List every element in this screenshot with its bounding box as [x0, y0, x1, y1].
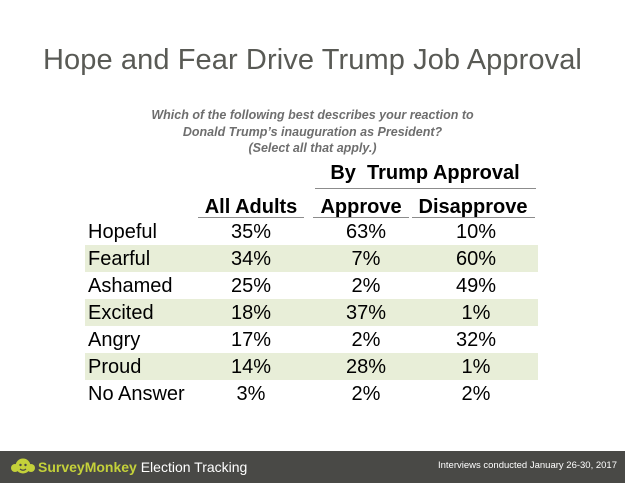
question-line-3: (Select all that apply.)	[248, 141, 377, 155]
surveymonkey-logo-icon	[9, 455, 37, 482]
group-header-rule	[315, 188, 536, 189]
cell-disapprove: 1%	[461, 302, 491, 324]
column-header-approve: Approve	[320, 196, 402, 218]
column-rule-all-adults	[198, 217, 304, 218]
cell-all-adults: 17%	[230, 329, 272, 351]
cell-approve: 2%	[351, 329, 381, 351]
table-row: Ashamed 25% 2% 49%	[85, 272, 538, 299]
row-label: Angry	[88, 329, 141, 351]
cell-approve: 28%	[345, 356, 387, 378]
cell-all-adults: 18%	[230, 302, 272, 324]
cell-disapprove: 2%	[461, 383, 491, 405]
cell-disapprove: 49%	[455, 275, 497, 297]
interview-dates-note: Interviews conducted January 26-30, 2017	[437, 460, 617, 471]
question-line-1: Which of the following best describes yo…	[151, 108, 474, 122]
column-rule-approve	[313, 217, 409, 218]
row-label: Proud	[88, 356, 142, 378]
brand-name: SurveyMonkey Election Tracking	[38, 459, 247, 475]
table-row: No Answer 3% 2% 2%	[85, 380, 538, 407]
table-row: Fearful 34% 7% 60%	[85, 245, 538, 272]
column-header-all-adults: All Adults	[204, 196, 298, 218]
cell-approve: 2%	[351, 383, 381, 405]
cell-approve: 2%	[351, 275, 381, 297]
cell-all-adults: 25%	[230, 275, 272, 297]
results-table: Hopeful 35% 63% 10% Fearful 34% 7% 60% A…	[85, 218, 538, 407]
page-title: Hope and Fear Drive Trump Job Approval	[43, 44, 582, 76]
question-line-2: Donald Trump’s inauguration as President…	[182, 124, 443, 139]
cell-all-adults: 14%	[230, 356, 272, 378]
cell-approve: 7%	[351, 248, 381, 270]
cell-all-adults: 34%	[230, 248, 272, 270]
row-label: Ashamed	[88, 275, 173, 297]
column-header-disapprove: Disapprove	[418, 196, 528, 218]
survey-question: Which of the following best describes yo…	[0, 107, 625, 157]
cell-all-adults: 3%	[236, 383, 266, 405]
brand-name-part-1: SurveyMonkey	[38, 459, 137, 475]
column-rule-disapprove	[412, 217, 535, 218]
row-label: Fearful	[88, 248, 151, 270]
group-header: By Trump Approval	[330, 162, 520, 184]
row-label: Hopeful	[88, 221, 157, 243]
footer-bar: SurveyMonkey Election Tracking Interview…	[0, 451, 625, 483]
row-label: Excited	[88, 302, 154, 324]
table-row: Proud 14% 28% 1%	[85, 353, 538, 380]
row-label: No Answer	[88, 383, 185, 405]
table-row: Excited 18% 37% 1%	[85, 299, 538, 326]
cell-disapprove: 32%	[455, 329, 497, 351]
cell-all-adults: 35%	[230, 221, 272, 243]
table-row: Hopeful 35% 63% 10%	[85, 218, 538, 245]
brand-name-part-2: Election Tracking	[136, 459, 248, 475]
cell-disapprove: 10%	[455, 221, 497, 243]
cell-disapprove: 60%	[455, 248, 497, 270]
cell-approve: 63%	[345, 221, 387, 243]
cell-approve: 37%	[345, 302, 387, 324]
table-row: Angry 17% 2% 32%	[85, 326, 538, 353]
cell-disapprove: 1%	[461, 356, 491, 378]
